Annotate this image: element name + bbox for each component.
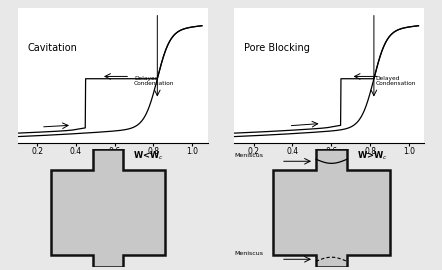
Polygon shape [273,148,390,267]
Text: Delayed
Condensation: Delayed Condensation [134,76,175,86]
Text: Cavitation: Cavitation [27,43,77,53]
Text: Delayed
Condensation: Delayed Condensation [376,76,416,86]
Text: W>W$_c$: W>W$_c$ [357,149,388,161]
Text: Meniscus: Meniscus [234,153,263,157]
Text: Meniscus: Meniscus [234,251,263,255]
Text: Pore Blocking: Pore Blocking [244,43,310,53]
Polygon shape [51,148,165,267]
Text: W<W$_c$: W<W$_c$ [133,149,164,161]
